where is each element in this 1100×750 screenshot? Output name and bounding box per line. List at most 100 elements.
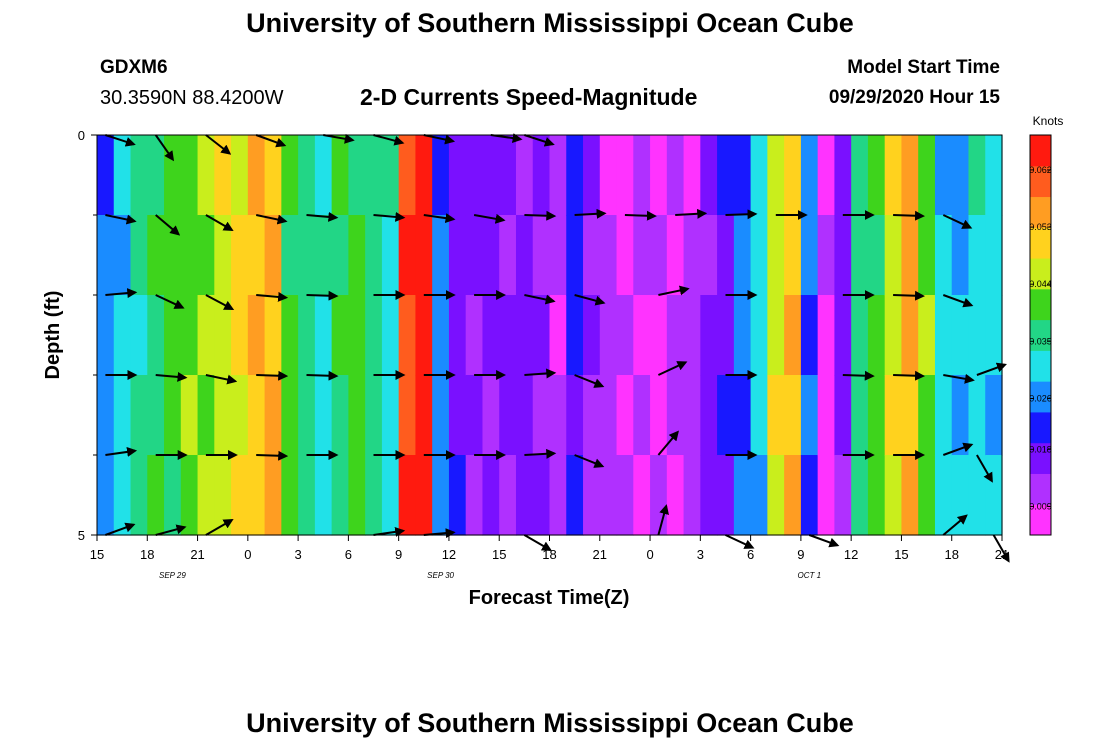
- x-tick-label: 3: [294, 547, 301, 562]
- x-tick-label: 6: [345, 547, 352, 562]
- heatmap-cell: [884, 215, 903, 296]
- heatmap-cell: [884, 455, 903, 536]
- current-vector: [256, 370, 289, 381]
- heatmap-cell: [549, 135, 567, 216]
- heatmap-cell: [331, 295, 349, 376]
- heatmap-cell: [951, 455, 970, 536]
- current-vector: [893, 210, 925, 221]
- heatmap-cell: [130, 375, 148, 456]
- heatmap-cell: [448, 215, 467, 296]
- current-vector: [574, 374, 605, 388]
- heatmap-cell: [331, 135, 349, 216]
- heatmap-cell: [314, 455, 333, 536]
- heatmap-cell: [97, 215, 115, 296]
- current-vector: [942, 514, 968, 536]
- heatmap-cell: [683, 135, 701, 216]
- current-vector: [524, 368, 557, 379]
- heatmap-cell: [298, 135, 316, 216]
- heatmap-cell: [733, 455, 752, 536]
- heatmap-cell: [532, 135, 551, 216]
- heatmap-cell: [465, 295, 484, 376]
- heatmap-cell: [934, 455, 953, 536]
- current-vector: [255, 134, 287, 148]
- heatmap-cell: [97, 375, 115, 456]
- colorbar-tick-label: 0.018: [1029, 444, 1052, 454]
- heatmap-cell: [750, 455, 768, 536]
- heatmap-cell: [616, 375, 634, 456]
- current-vector: [943, 373, 975, 384]
- heatmap-cell: [532, 455, 551, 536]
- heatmap-cell: [298, 295, 316, 376]
- heatmap-cell: [599, 375, 618, 456]
- heatmap-cell: [951, 215, 970, 296]
- heatmap-cell: [616, 455, 634, 536]
- heatmap-cell: [113, 215, 132, 296]
- heatmap-cell: [968, 215, 986, 296]
- heatmap-cell: [214, 375, 232, 456]
- colorbar-ticks: 0.009 0.018 0.026 0.035 0.044 0.053 0.062: [1029, 165, 1052, 512]
- heatmap-cell: [465, 135, 484, 216]
- x-tick-label: 12: [844, 547, 858, 562]
- heatmap-cell: [164, 295, 182, 376]
- heatmap-cell: [130, 135, 148, 216]
- heatmap-cell: [918, 135, 936, 216]
- heatmap-cell: [767, 375, 785, 456]
- current-vector: [423, 134, 456, 145]
- heatmap-cell: [465, 215, 484, 296]
- heatmap-cell: [566, 135, 584, 216]
- heatmap-cell: [650, 135, 668, 216]
- heatmap-cell: [231, 295, 249, 376]
- heatmap-cell: [348, 215, 366, 296]
- heatmap-cell: [901, 215, 919, 296]
- y-tick-label: 0: [78, 128, 85, 143]
- heatmap-cell: [851, 455, 869, 536]
- current-vector: [256, 291, 289, 302]
- heatmap-cell: [515, 135, 534, 216]
- heatmap-cell: [934, 135, 953, 216]
- heatmap-cell: [817, 135, 836, 216]
- heatmap-cell: [817, 215, 836, 296]
- heatmap-cell: [566, 375, 584, 456]
- heatmap-cell: [231, 215, 249, 296]
- heatmap-cell: [331, 455, 349, 536]
- current-vector: [373, 211, 406, 222]
- heatmap-cell: [633, 135, 651, 216]
- heatmap-cell: [247, 375, 266, 456]
- heatmap-cell: [482, 135, 500, 216]
- heatmap-cell: [583, 455, 601, 536]
- date-label: SEP 30: [427, 571, 454, 580]
- heatmap-cell: [281, 215, 299, 296]
- heatmap-cell: [633, 455, 651, 536]
- heatmap-cell: [214, 135, 232, 216]
- heatmap-cell: [800, 215, 819, 296]
- heatmap-cell: [800, 455, 819, 536]
- heatmap-cell: [482, 215, 500, 296]
- heatmap-cell: [482, 375, 500, 456]
- current-vector: [893, 370, 925, 381]
- heatmap-cell: [834, 135, 852, 216]
- heatmap-cell: [985, 215, 1003, 296]
- current-vector: [490, 133, 523, 144]
- heatmap-cell: [650, 215, 668, 296]
- heatmap-cell: [767, 295, 785, 376]
- current-vector: [942, 294, 974, 308]
- heatmap-cell: [398, 295, 417, 376]
- heatmap-cell: [365, 135, 383, 216]
- heatmap-cell: [884, 135, 903, 216]
- heatmap-cell: [348, 135, 366, 216]
- heatmap-cell: [700, 295, 718, 376]
- footer-title: University of Southern Mississippi Ocean…: [246, 708, 854, 738]
- heatmap-cell: [231, 455, 249, 536]
- heatmap-cell: [985, 135, 1003, 216]
- current-vector: [524, 448, 557, 459]
- current-vector: [255, 214, 288, 225]
- heatmap-cell: [851, 295, 869, 376]
- heatmap-cell: [834, 295, 852, 376]
- heatmap-cell: [97, 135, 115, 216]
- heatmap-cell: [650, 295, 668, 376]
- heatmap-cell: [314, 135, 333, 216]
- heatmap-cell: [918, 215, 936, 296]
- heatmap-cell: [784, 215, 802, 296]
- heatmap-cell: [231, 375, 249, 456]
- heatmap-cell: [599, 455, 618, 536]
